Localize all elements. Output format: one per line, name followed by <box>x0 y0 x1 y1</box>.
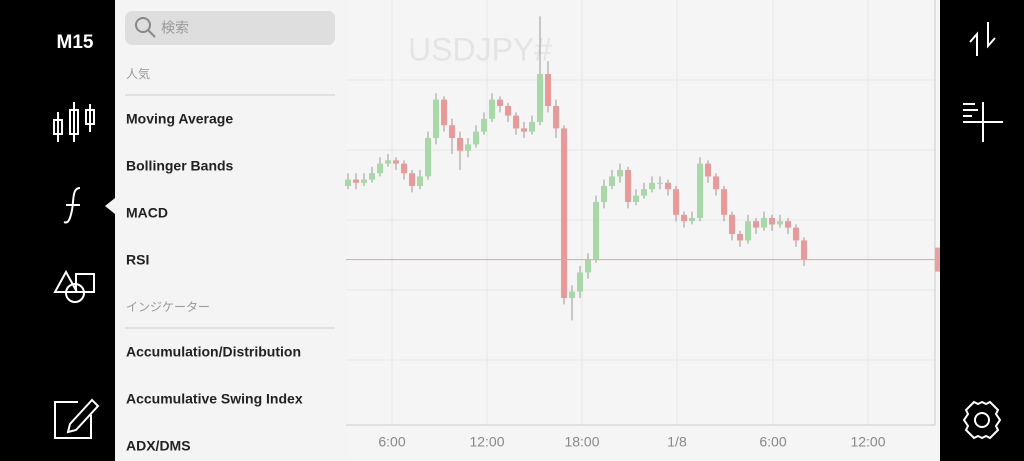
candle-body <box>721 189 727 215</box>
candle-body <box>385 160 391 164</box>
candle-body <box>473 131 479 145</box>
timeframe[interactable]: M15 <box>57 32 94 53</box>
candle-body <box>505 106 511 116</box>
price-marker <box>935 247 942 272</box>
candle-body <box>761 218 767 228</box>
candle-body <box>361 179 367 183</box>
candle-body <box>649 182 655 190</box>
shapes-icon[interactable] <box>53 269 95 303</box>
candle-body <box>737 234 743 241</box>
swap-icon[interactable] <box>969 22 996 56</box>
candle-body <box>697 163 703 218</box>
candle-body <box>521 128 527 132</box>
right-rail <box>940 0 1024 461</box>
candle-body <box>793 227 799 241</box>
candle-body <box>441 99 447 126</box>
menu-item[interactable]: MACD <box>126 205 168 221</box>
grid <box>346 0 935 425</box>
candle-body <box>513 115 519 129</box>
candle-body <box>713 176 719 190</box>
menu-item[interactable]: Bollinger Bands <box>126 158 234 174</box>
menu-item[interactable]: Accumulation/Distribution <box>126 344 301 360</box>
candle-body <box>641 189 647 196</box>
search-icon <box>147 29 156 38</box>
candle-body <box>593 202 599 260</box>
search-box[interactable] <box>125 11 335 45</box>
indicator-icon[interactable] <box>63 187 81 224</box>
candle-body <box>577 272 583 292</box>
menu-item[interactable]: Moving Average <box>126 111 233 127</box>
candle-body <box>705 163 711 177</box>
candle-body <box>553 106 559 129</box>
x-tick-label: 12:00 <box>850 434 885 450</box>
candle-body <box>417 176 423 186</box>
candle-body <box>401 163 407 174</box>
menu-list: 人気 Moving Average Bollinger Bands MACD RSI イン… <box>125 66 335 454</box>
menu-item[interactable]: Accumulative Swing Index <box>126 391 303 407</box>
candle-body <box>689 218 695 222</box>
candle-body <box>489 99 495 119</box>
candle-body <box>449 125 455 138</box>
candle-body <box>753 221 759 228</box>
candle-body <box>617 170 623 177</box>
candle-body <box>377 163 383 174</box>
candle-body <box>425 138 431 177</box>
candle-body <box>433 99 439 138</box>
left-rail <box>0 0 115 461</box>
candle-body <box>801 240 807 260</box>
x-tick-label: 12:00 <box>469 434 504 450</box>
menu-item[interactable]: ADX/DMS <box>126 438 191 454</box>
search-placeholder: 検索 <box>161 20 189 36</box>
edit-icon[interactable] <box>54 398 100 439</box>
watermark: USDJPY# <box>408 31 552 67</box>
section-header: 人気 <box>126 66 150 81</box>
candle-body <box>369 173 375 180</box>
candle-body <box>529 122 535 132</box>
candle-body <box>729 214 735 234</box>
crosshair-icon[interactable] <box>963 102 1003 142</box>
candle-body <box>625 170 631 202</box>
x-tick-label: 6:00 <box>759 434 786 450</box>
candle-body <box>497 99 503 106</box>
x-tick-label: 18:00 <box>564 434 599 450</box>
x-tick-label: 6:00 <box>378 434 405 450</box>
section-header: インジケーター <box>126 300 210 314</box>
candle-body <box>673 189 679 215</box>
candles <box>345 16 942 321</box>
candle-body <box>633 195 639 202</box>
candle-body <box>609 176 615 186</box>
candles-icon[interactable] <box>53 102 95 142</box>
chart-area <box>346 0 940 461</box>
x-tick-label: 1/8 <box>667 434 687 450</box>
candle-body <box>665 182 671 190</box>
menu-panel <box>115 0 346 461</box>
candle-body <box>465 144 471 151</box>
candle-body <box>345 179 351 186</box>
candle-body <box>545 74 551 106</box>
candle-body <box>561 128 567 298</box>
candle-body <box>777 221 783 225</box>
candle-body <box>785 221 791 228</box>
candle-body <box>569 291 575 298</box>
pointer <box>105 198 115 214</box>
candle-body <box>457 138 463 151</box>
search-icon <box>135 17 151 33</box>
candle-body <box>745 221 751 241</box>
candle-body <box>393 160 399 164</box>
candle-body <box>409 173 415 186</box>
settings-icon[interactable] <box>962 400 1002 440</box>
candle-body <box>585 259 591 273</box>
candle-body <box>481 118 487 132</box>
candle-body <box>657 182 663 184</box>
candle-body <box>769 218 775 225</box>
candle-body <box>681 214 687 222</box>
candle-body <box>537 74 543 122</box>
candle-body <box>353 179 359 183</box>
candle-body <box>601 186 607 202</box>
menu-item[interactable]: RSI <box>126 252 149 268</box>
